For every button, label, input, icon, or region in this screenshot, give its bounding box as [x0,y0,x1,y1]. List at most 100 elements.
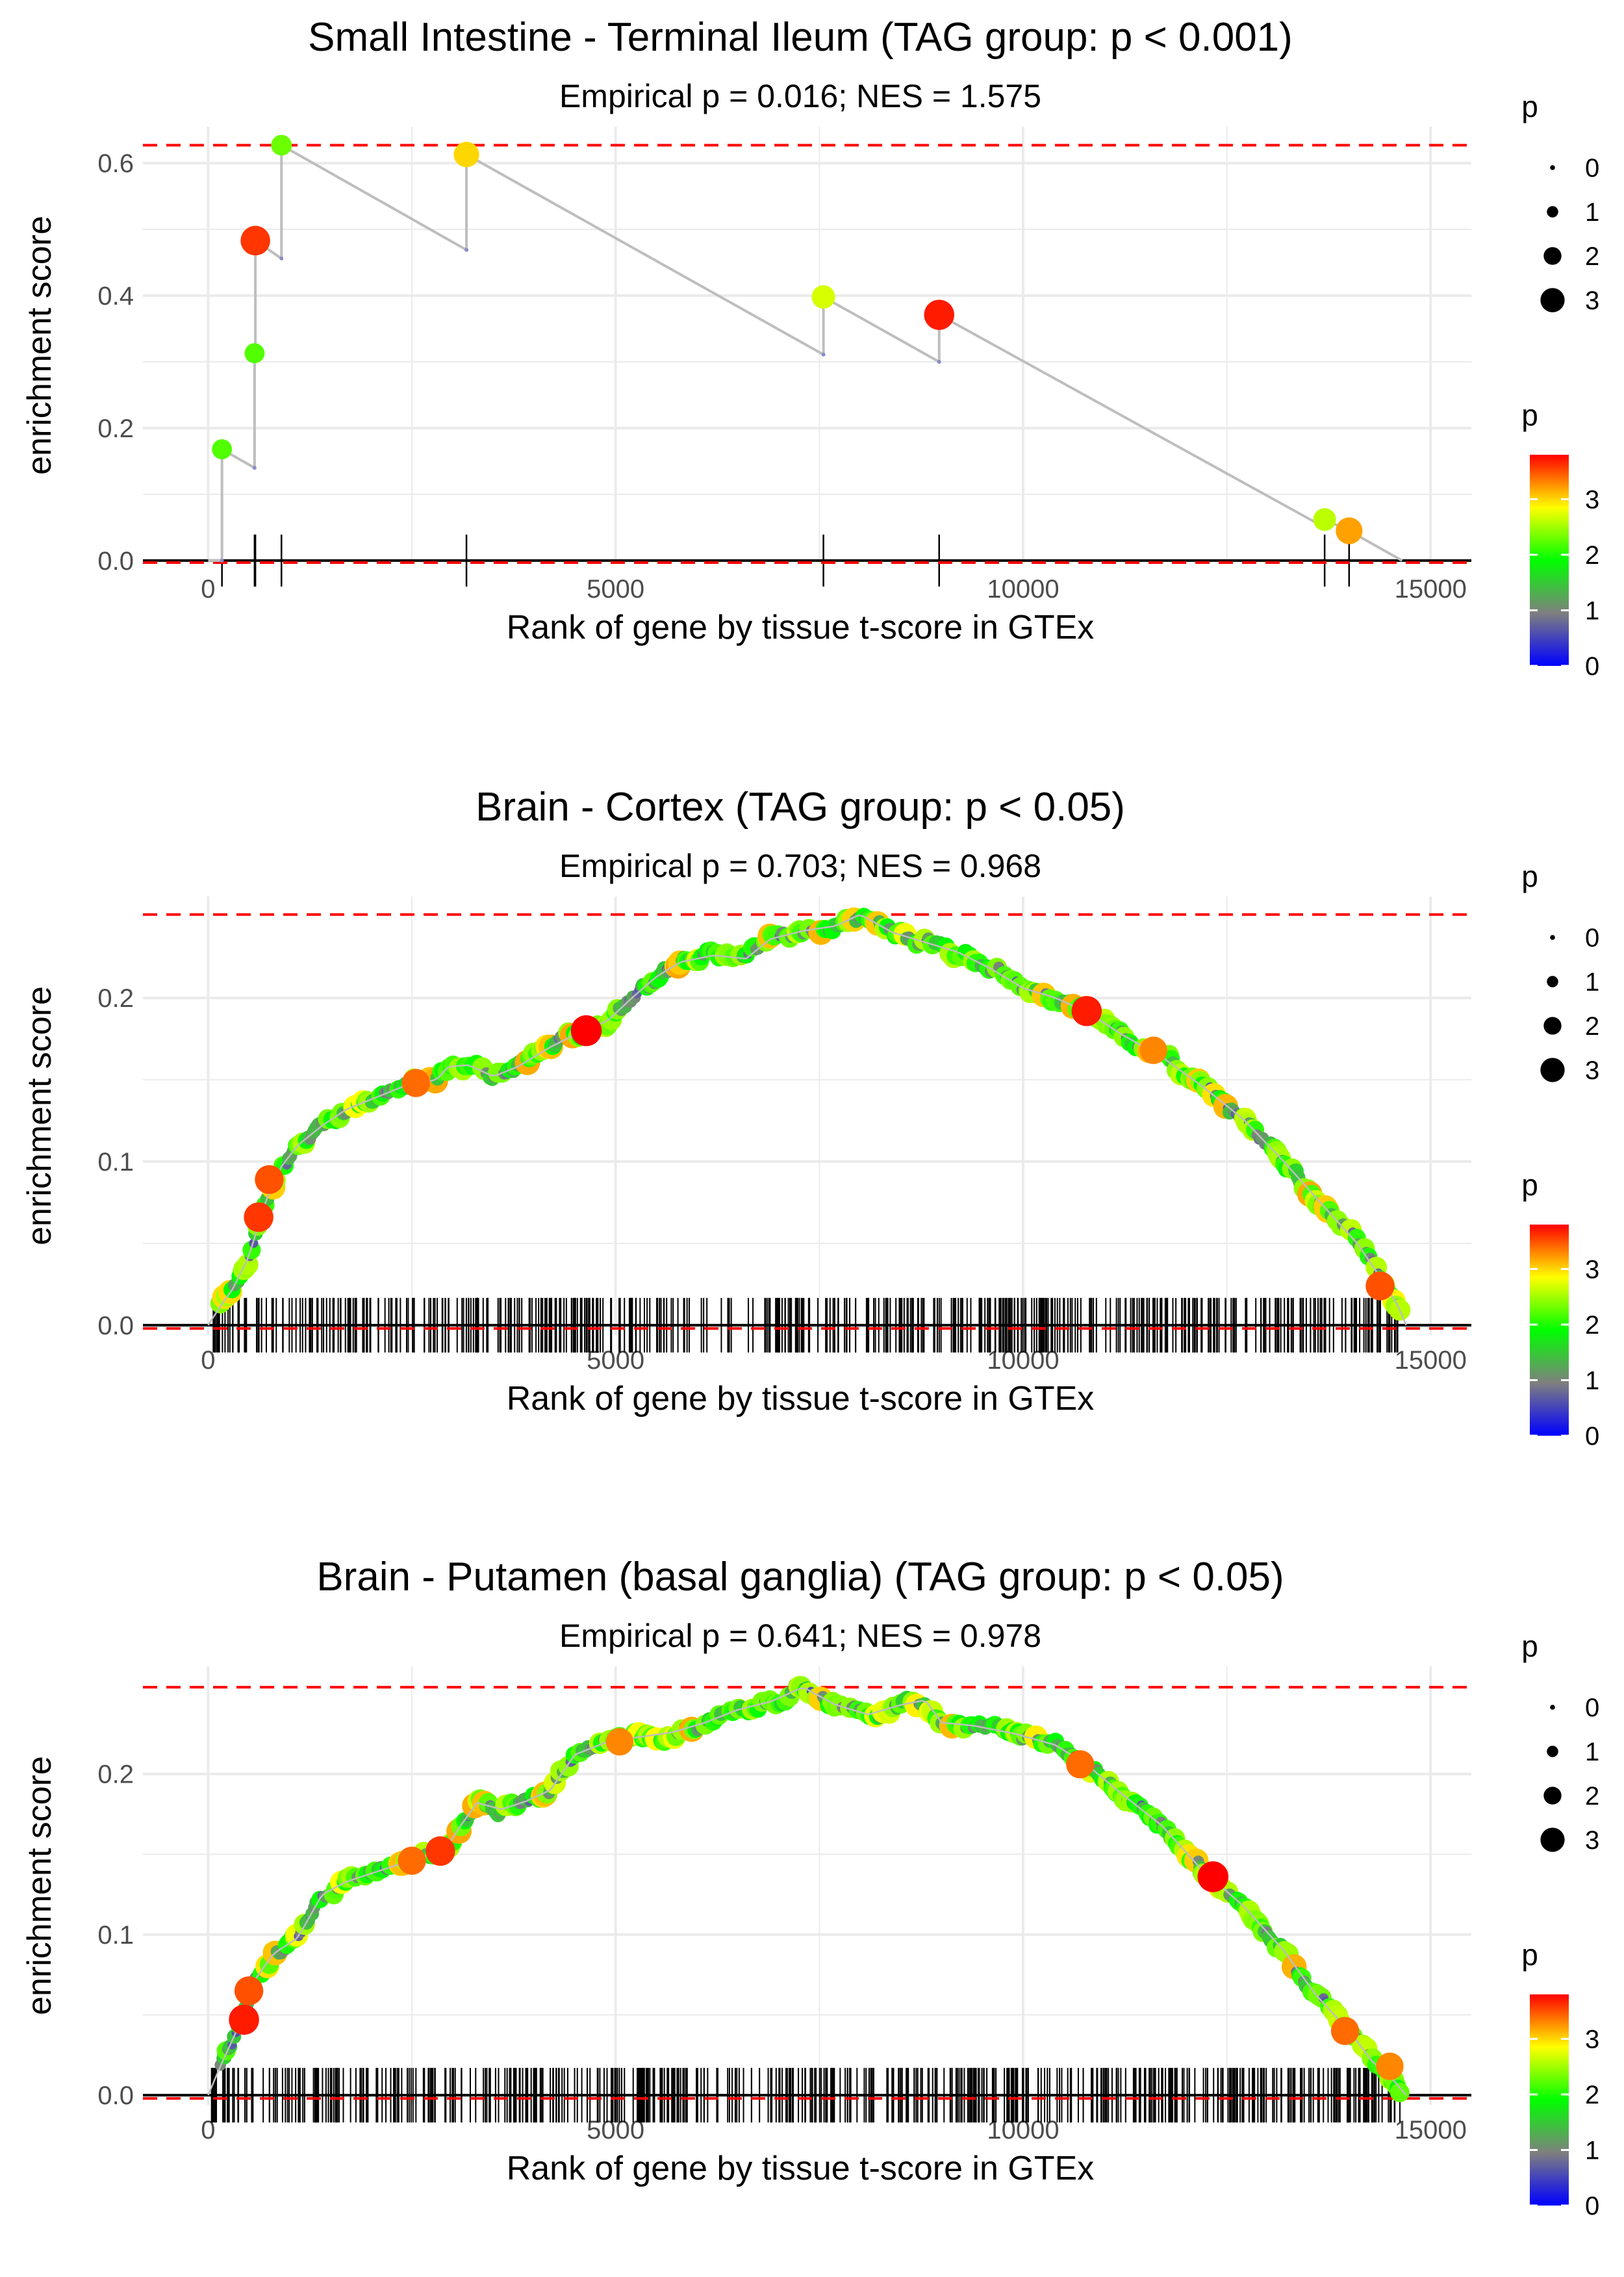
size-legend-key [1550,1705,1555,1710]
legend: p 0 1 2 3 p 0 1 2 3 [1521,859,1599,1451]
hit-point [1071,996,1102,1026]
y-tick-label: 0.6 [97,149,134,178]
hit-point [234,1976,264,2005]
color-legend-title: p [1521,1168,1538,1202]
color-bar-label: 2 [1585,2081,1599,2109]
hit-point [244,1202,273,1232]
x-tick-label: 0 [201,2116,215,2144]
color-bar-label: 3 [1585,2025,1599,2054]
x-tick-label: 0 [201,575,215,604]
y-tick-label: 0.2 [97,1761,134,1789]
y-axis-label: enrichment score [21,986,58,1245]
chart-title: Brain - Cortex (TAG group: p < 0.05) [476,785,1125,830]
size-legend-key [1547,206,1558,218]
size-legend-label: 3 [1585,1056,1599,1085]
chart-panel-2: Brain - Cortex (TAG group: p < 0.05) Empi… [21,785,1599,1451]
x-tick-label: 15000 [1395,2116,1467,2144]
color-bar-label: 3 [1585,1255,1599,1284]
hit-point [605,1728,634,1756]
hit-point [229,2004,259,2035]
x-tick-label: 10000 [987,575,1059,604]
hit-point [453,142,479,168]
size-legend-key [1540,1058,1565,1082]
hit-point [1330,2016,1360,2045]
chart-subtitle: Empirical p = 0.703; NES = 0.968 [559,848,1041,884]
color-legend-title: p [1521,1938,1538,1972]
es-line [208,144,1403,563]
size-legend-label: 2 [1585,242,1599,271]
es-small-point [279,256,284,261]
color-bar [1530,1225,1569,1436]
hit-points [212,134,1363,544]
hit-point [255,1165,284,1194]
hit-point [401,1069,430,1097]
size-legend-key [1543,1787,1562,1805]
hit-point [240,225,270,256]
chart-title: Brain - Putamen (basal ganglia) (TAG gro… [316,1555,1284,1599]
hit-point [1066,1750,1095,1779]
x-axis-label: Rank of gene by tissue t-score in GTEx [507,1380,1095,1418]
y-tick-label: 0.0 [97,1312,134,1340]
highlight-points [229,1728,1404,2080]
color-bar-label: 2 [1585,1311,1599,1340]
chart-panel-1: Small Intestine - Terminal Ileum (TAG gr… [21,15,1599,681]
size-legend-key [1550,165,1555,170]
size-legend-key [1540,288,1565,312]
y-tick-label: 0.4 [97,282,134,311]
hit-points [214,1675,1410,2102]
gridlines [143,897,1471,1335]
es-segment [466,153,824,356]
es-segment [281,144,468,251]
x-axis-label: Rank of gene by tissue t-score in GTEx [507,609,1095,646]
size-legend-title: p [1521,90,1538,123]
size-legend-label: 2 [1585,1012,1599,1041]
es-segment [822,296,940,363]
hit-point [570,1015,602,1047]
size-legend-label: 1 [1585,1738,1599,1766]
size-legend-label: 3 [1585,286,1599,315]
hit-point [1313,508,1336,531]
size-legend-key [1543,1017,1562,1035]
color-bar-label: 3 [1585,485,1599,514]
x-tick-label: 0 [201,1346,215,1375]
x-tick-label: 15000 [1395,575,1467,604]
x-tick-label: 15000 [1395,1346,1467,1375]
es-small-point [464,248,469,252]
size-legend-key [1547,1746,1558,1757]
size-legend-key [1547,976,1558,987]
hit-point [271,134,292,156]
y-tick-label: 0.2 [97,414,134,443]
hit-point [398,1846,426,1875]
chart-subtitle: Empirical p = 0.016; NES = 1.575 [559,78,1041,114]
highlight-points [244,996,1395,1301]
color-bar-label: 0 [1585,1422,1599,1451]
size-legend-label: 2 [1585,1782,1599,1811]
hit-point [425,1836,455,1866]
size-legend-key [1540,1827,1565,1852]
size-legend-title: p [1521,859,1538,893]
es-small-point [821,352,826,357]
chart-panel-3: Brain - Putamen (basal ganglia) (TAG gro… [21,1555,1599,2220]
es-point [1389,2082,1410,2102]
size-legend-label: 1 [1585,198,1599,227]
color-bar-label: 1 [1585,2136,1599,2165]
hit-point [1365,1271,1395,1301]
es-small-point [220,558,224,563]
hit-points [210,907,1411,1321]
hit-point [1376,2052,1404,2080]
y-axis-label: enrichment score [21,216,58,475]
color-legend-title: p [1521,398,1538,432]
x-axis-label: Rank of gene by tissue t-score in GTEx [507,2150,1095,2187]
chart-title: Small Intestine - Terminal Ileum (TAG gr… [308,15,1293,60]
color-bar-label: 2 [1585,541,1599,570]
hit-point [924,299,954,330]
es-small-point [937,359,941,364]
legend: p 0 1 2 3 p 0 1 2 3 [1521,90,1599,681]
size-legend-label: 0 [1585,924,1599,952]
y-axis-label: enrichment score [21,1756,58,2015]
hit-point [1197,1861,1229,1892]
size-legend-label: 0 [1585,154,1599,183]
hit-point [1336,517,1363,544]
